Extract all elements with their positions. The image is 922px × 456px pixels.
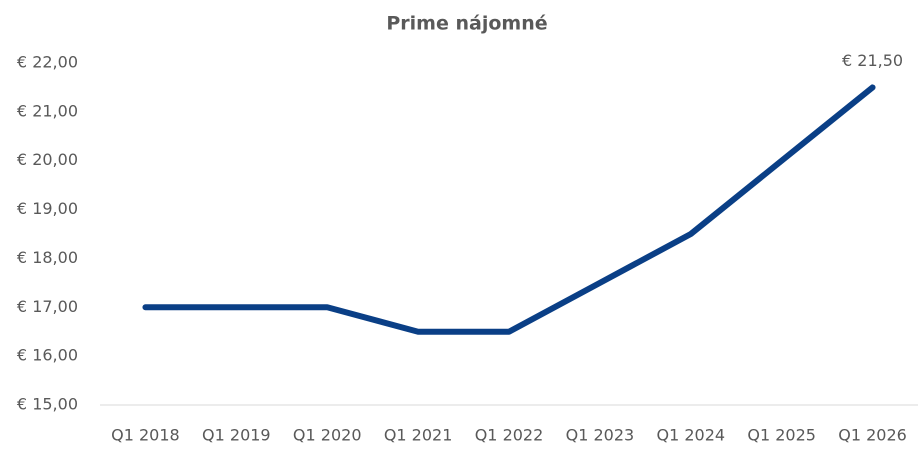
x-tick-label: Q1 2025 [747,426,816,445]
data-label: € 21,50 [842,51,903,70]
x-tick-label: Q1 2022 [475,426,544,445]
x-tick-label: Q1 2019 [202,426,271,445]
x-tick-label: Q1 2018 [111,426,180,445]
y-tick-label: € 17,00 [17,297,78,316]
y-tick-label: € 18,00 [17,248,78,267]
x-tick-label: Q1 2026 [838,426,907,445]
x-tick-label: Q1 2024 [656,426,725,445]
x-tick-label: Q1 2020 [293,426,362,445]
x-tick-label: Q1 2023 [566,426,635,445]
y-tick-label: € 15,00 [17,395,78,414]
y-tick-label: € 16,00 [17,346,78,365]
y-tick-label: € 21,00 [17,101,78,120]
x-tick-label: Q1 2021 [384,426,453,445]
y-tick-label: € 19,00 [17,199,78,218]
chart-title: Prime nájomné [386,13,547,35]
line [142,84,876,335]
y-tick-label: € 20,00 [17,150,78,169]
y-tick-label: € 22,00 [17,53,78,72]
